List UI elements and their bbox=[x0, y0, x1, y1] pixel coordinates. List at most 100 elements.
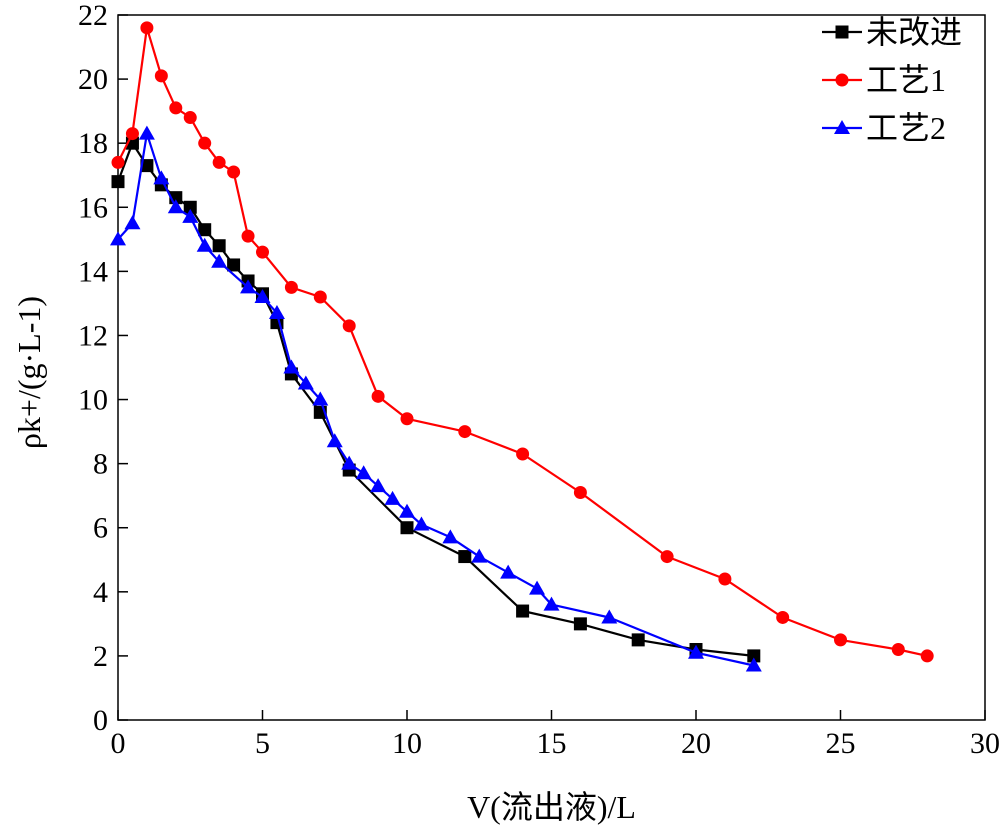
data-point bbox=[297, 375, 314, 390]
series-line bbox=[117, 132, 755, 667]
data-point bbox=[212, 239, 226, 253]
series-group bbox=[111, 136, 761, 663]
data-point bbox=[312, 391, 329, 406]
data-point bbox=[834, 633, 847, 647]
data-point bbox=[140, 159, 154, 173]
data-point bbox=[268, 305, 285, 320]
data-point bbox=[211, 253, 228, 268]
data-point bbox=[227, 258, 241, 272]
data-point bbox=[631, 633, 645, 647]
series-line bbox=[116, 142, 754, 657]
data-point bbox=[198, 223, 212, 237]
data-point bbox=[835, 73, 849, 87]
data-point bbox=[110, 231, 126, 246]
data-point bbox=[284, 280, 298, 294]
data-point bbox=[183, 200, 197, 214]
data-point bbox=[688, 644, 704, 659]
data-point bbox=[529, 580, 546, 595]
x-tick-label: 0 bbox=[111, 727, 126, 760]
x-tick-label: 10 bbox=[392, 727, 422, 760]
data-point bbox=[458, 550, 472, 564]
data-point bbox=[400, 412, 414, 426]
data-point bbox=[660, 550, 674, 564]
series-layer bbox=[110, 21, 934, 672]
x-axis-label: V(流出液)/L bbox=[467, 789, 636, 825]
data-point bbox=[920, 649, 934, 663]
data-point bbox=[153, 170, 170, 185]
series-group bbox=[111, 21, 934, 663]
data-point bbox=[342, 319, 356, 333]
data-point bbox=[543, 596, 560, 611]
data-point bbox=[355, 465, 372, 480]
x-tick-label: 15 bbox=[537, 727, 567, 760]
data-point bbox=[516, 604, 530, 618]
data-point bbox=[196, 237, 213, 252]
data-point bbox=[399, 503, 415, 518]
series-line bbox=[117, 26, 928, 657]
data-point bbox=[125, 127, 139, 141]
data-point bbox=[240, 279, 257, 294]
data-point bbox=[516, 447, 530, 461]
y-tick-label: 8 bbox=[93, 448, 108, 481]
data-point bbox=[500, 564, 517, 579]
data-point bbox=[747, 649, 761, 663]
data-point bbox=[413, 516, 430, 531]
data-point bbox=[384, 490, 401, 505]
axes: 0 5 10 15 20 25 30 0 2 4 6 8 10 12 14 16 18 20 22 bbox=[78, 0, 1000, 760]
y-tick-label: 16 bbox=[78, 191, 108, 224]
data-point bbox=[183, 111, 197, 125]
data-point bbox=[601, 609, 618, 624]
y-tick-label: 14 bbox=[78, 255, 108, 288]
data-point bbox=[254, 289, 271, 303]
y-tick-label: 18 bbox=[78, 127, 108, 160]
data-point bbox=[111, 175, 125, 189]
y-tick-label: 22 bbox=[78, 0, 108, 32]
y-tick-label: 0 bbox=[93, 704, 108, 737]
x-tick-label: 5 bbox=[255, 727, 270, 760]
series-group bbox=[110, 125, 762, 672]
data-point bbox=[834, 120, 850, 134]
y-tick-label: 10 bbox=[78, 384, 108, 417]
data-point bbox=[167, 199, 184, 214]
data-point bbox=[326, 433, 343, 448]
x-tick-label: 20 bbox=[681, 727, 711, 760]
data-point bbox=[442, 529, 459, 544]
y-axis-label: ρk+/(g·L-1) bbox=[11, 296, 47, 449]
y-tick-label: 6 bbox=[93, 512, 108, 545]
y-tick-label: 12 bbox=[78, 319, 108, 352]
data-point bbox=[370, 478, 387, 493]
data-point bbox=[227, 165, 241, 179]
data-point bbox=[169, 101, 183, 115]
data-point bbox=[182, 208, 199, 223]
data-point bbox=[718, 572, 732, 586]
data-point bbox=[124, 215, 141, 230]
data-point bbox=[212, 155, 226, 169]
data-point bbox=[256, 245, 269, 259]
data-point bbox=[745, 657, 762, 672]
legend-label: 未改进 bbox=[866, 14, 962, 50]
x-tick-label: 30 bbox=[970, 727, 1000, 760]
data-point bbox=[111, 155, 125, 169]
data-point bbox=[198, 136, 212, 150]
data-point bbox=[140, 21, 154, 35]
plot-frame bbox=[117, 14, 986, 721]
data-point bbox=[835, 25, 849, 39]
data-point bbox=[573, 485, 587, 499]
y-tick-label: 2 bbox=[93, 640, 108, 673]
data-point bbox=[573, 617, 587, 631]
y-tick-label: 4 bbox=[93, 576, 108, 609]
data-point bbox=[400, 521, 414, 535]
data-point bbox=[371, 389, 385, 403]
data-point bbox=[283, 359, 300, 374]
data-point bbox=[891, 643, 905, 656]
data-point bbox=[458, 425, 472, 439]
data-point bbox=[154, 69, 168, 83]
data-point bbox=[776, 610, 790, 624]
data-point bbox=[341, 455, 358, 470]
x-tick-label: 25 bbox=[826, 727, 856, 760]
legend-label: 工艺1 bbox=[866, 62, 946, 98]
data-point bbox=[313, 290, 327, 304]
